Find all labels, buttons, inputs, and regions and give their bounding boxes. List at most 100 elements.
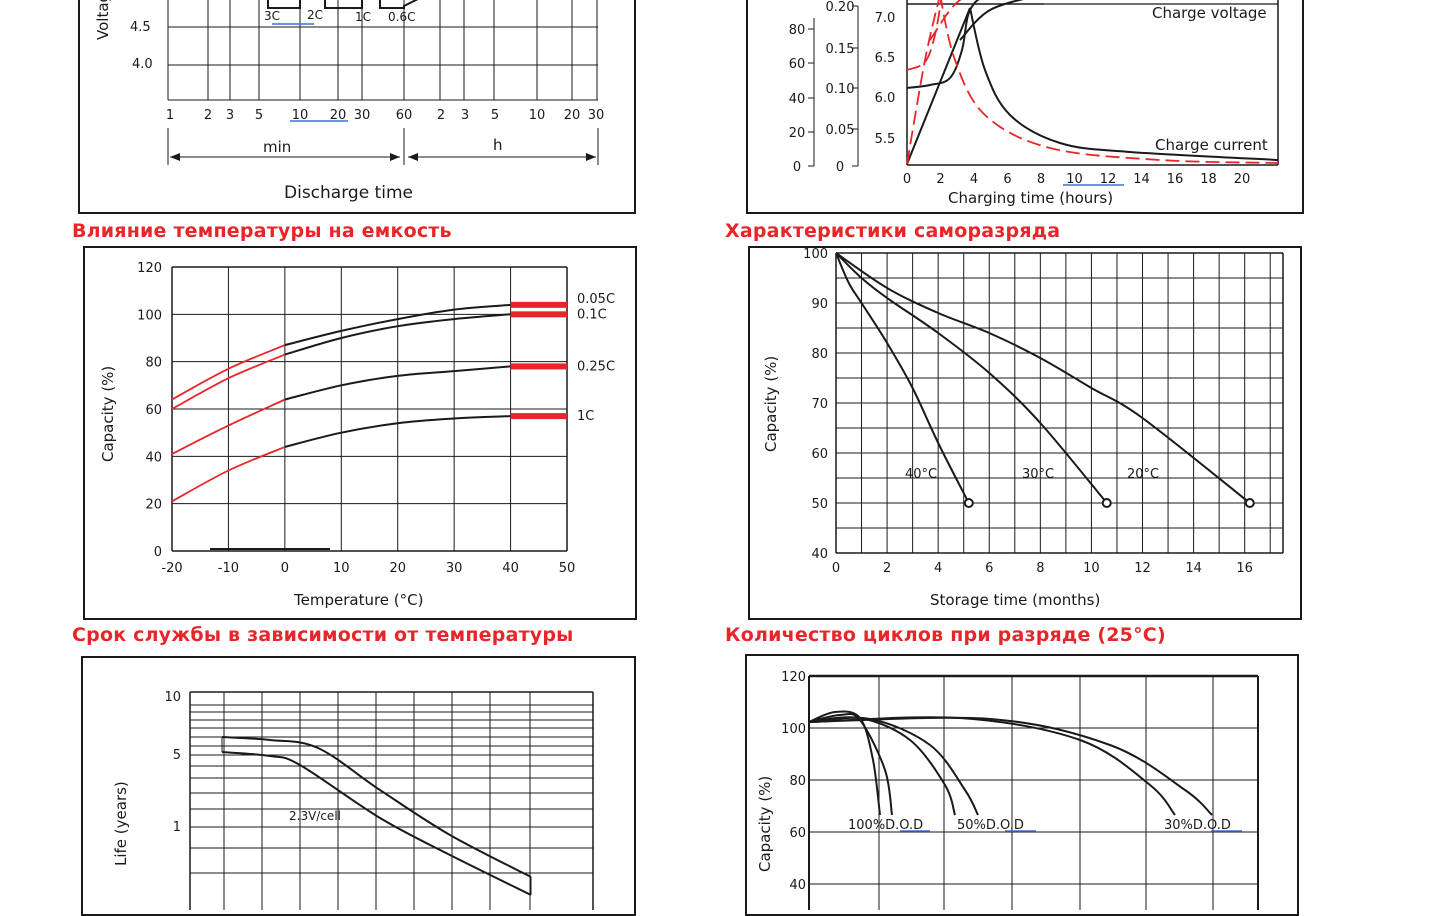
discharge-curve-1c	[379, 0, 419, 9]
self-ytick: 40	[811, 547, 828, 562]
discharge-curve-label: 3C	[264, 9, 280, 23]
cycle-curve-30-b	[808, 716, 1213, 816]
cycle-life-panel	[745, 654, 1299, 916]
discharge-xtick-h: 10	[529, 108, 546, 123]
discharge-range-h: h	[493, 136, 503, 154]
temp-cap-xtick: 40	[502, 561, 519, 576]
cycle-series-label: 30%D.O.D	[1164, 818, 1231, 833]
discharge-xtick-h: 30	[588, 108, 605, 123]
cycle-curve-100-b	[808, 712, 893, 816]
charging-xtick: 4	[970, 172, 978, 187]
self-xtick: 12	[1134, 561, 1151, 576]
temp-cap-ytick: 80	[145, 356, 162, 371]
charging-ytick-current: 0.05	[826, 123, 855, 138]
charging-current-dashed	[940, 0, 1279, 164]
temp-cap-xtick: -10	[218, 561, 239, 576]
self-curve	[835, 252, 1108, 504]
life-series-label: 2.3V/cell	[289, 809, 341, 823]
charging-xtick: 10	[1066, 172, 1083, 187]
self-endpoint	[1244, 498, 1255, 508]
self-ytick: 80	[811, 347, 828, 362]
life-ytick: 10	[164, 690, 181, 705]
charging-label-current: Charge current	[1155, 136, 1268, 154]
cycle-ytick: 120	[781, 670, 806, 685]
temp-cap-ytick: 20	[145, 498, 162, 513]
self-xtick: 14	[1185, 561, 1202, 576]
life-ytick: 1	[173, 820, 181, 835]
discharge-ytick-4-0: 4.0	[132, 57, 153, 72]
self-endpoint	[1101, 498, 1112, 508]
self-curve	[835, 252, 1251, 504]
temp-cap-series-label: 0.05C	[577, 292, 615, 307]
temp-cap-curve	[284, 303, 511, 347]
temp-cap-ytick: 40	[145, 450, 162, 465]
charging-xtick: 20	[1234, 172, 1251, 187]
discharge-ylabel: Voltage	[94, 0, 112, 40]
discharge-xtick-min: 3	[226, 108, 234, 123]
charging-ytick-current: 0.15	[826, 42, 855, 57]
discharge-xtick-h: 2	[437, 108, 445, 123]
temp-cap-ytick: 60	[145, 403, 162, 418]
cycle-ytick: 40	[789, 878, 806, 893]
temp-cap-curve	[284, 313, 511, 356]
self-series-label: 20°C	[1127, 467, 1159, 482]
temp-cap-curve-red	[171, 398, 286, 455]
charging-chart-panel	[746, 0, 1304, 214]
charging-xtick: 8	[1037, 172, 1045, 187]
discharge-curve-label: 0.6C	[388, 10, 415, 24]
discharge-xtick-min: 30	[354, 108, 371, 123]
discharge-xtick-h: 20	[564, 108, 581, 123]
charging-xtick: 2	[936, 172, 944, 187]
cycle-curve-50-b	[808, 716, 979, 816]
charging-xtick: 18	[1200, 172, 1217, 187]
temp-cap-curve-red	[171, 446, 286, 503]
temp-cap-ytick: 0	[154, 545, 162, 560]
discharge-xtick-min: 60	[396, 108, 413, 123]
charging-ytick-voltage: 6.0	[875, 91, 896, 106]
charging-xtick: 12	[1100, 172, 1117, 187]
temp-cap-marker	[510, 413, 567, 420]
temperature-capacity-panel	[83, 246, 637, 620]
temp-cap-xtick: 20	[389, 561, 406, 576]
discharge-ytick-4-5: 4.5	[130, 20, 151, 35]
self-discharge-panel	[748, 246, 1302, 620]
self-curve	[835, 252, 970, 504]
charging-xlabel: Charging time (hours)	[948, 189, 1113, 207]
self-series-label: 30°C	[1022, 467, 1054, 482]
life-ylabel: Life (years)	[112, 781, 130, 866]
self-discharge-title: Характеристики саморазряда	[725, 220, 1061, 242]
self-discharge-ylabel: Capacity (%)	[762, 356, 780, 452]
charging-current-curve	[969, 7, 1279, 161]
temp-cap-series-label: 1C	[577, 409, 594, 424]
life-curve-upper	[221, 736, 532, 878]
self-ytick: 100	[803, 247, 828, 262]
discharge-range-min: min	[263, 138, 291, 156]
temp-cap-marker	[510, 311, 567, 318]
temp-cap-marker	[510, 301, 567, 308]
temp-cap-curve-red	[171, 353, 286, 410]
cycle-ylabel: Capacity (%)	[756, 776, 774, 872]
charging-ytick-current: 0	[836, 160, 844, 175]
life-ytick: 5	[173, 748, 181, 763]
charging-voltage-dashed	[906, 0, 943, 71]
temp-cap-xtick: -20	[161, 561, 182, 576]
discharge-grid	[167, 0, 599, 165]
temp-cap-xtick: 30	[446, 561, 463, 576]
discharge-xtick-min: 5	[255, 108, 263, 123]
discharge-xlabel: Discharge time	[284, 183, 413, 203]
life-curve-lower	[221, 751, 532, 896]
temp-cap-xlabel: Temperature (°C)	[293, 591, 423, 609]
self-xtick: 6	[985, 561, 993, 576]
charging-ytick-voltage: 7.0	[875, 11, 896, 26]
cycle-ytick: 60	[789, 826, 806, 841]
charging-ytick-capacity: 0	[793, 160, 801, 175]
cycle-curve-100-a	[808, 710, 881, 816]
charging-ytick-capacity: 60	[789, 57, 806, 72]
temp-cap-series-label: 0.25C	[577, 359, 615, 374]
charging-capacity-dashed	[906, 0, 940, 165]
charging-xtick: 0	[903, 172, 911, 187]
